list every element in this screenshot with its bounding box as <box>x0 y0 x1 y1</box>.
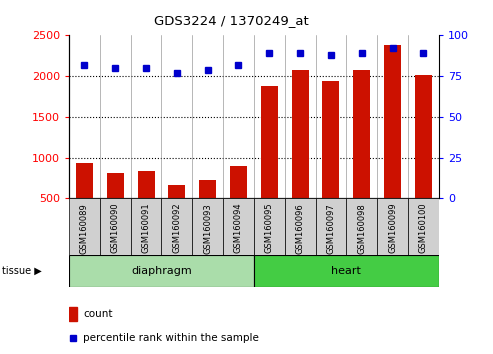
Bar <box>169 185 185 198</box>
Bar <box>408 198 439 255</box>
Text: count: count <box>83 309 112 319</box>
Bar <box>254 198 284 255</box>
Text: heart: heart <box>331 266 361 276</box>
Text: GSM160091: GSM160091 <box>141 203 150 253</box>
Bar <box>353 70 370 198</box>
Bar <box>107 173 124 198</box>
Text: GSM160093: GSM160093 <box>203 203 212 253</box>
Bar <box>261 86 278 198</box>
Text: GSM160100: GSM160100 <box>419 203 428 253</box>
Bar <box>254 255 439 287</box>
Text: GSM160099: GSM160099 <box>388 203 397 253</box>
Bar <box>384 45 401 198</box>
Text: GDS3224 / 1370249_at: GDS3224 / 1370249_at <box>154 14 309 27</box>
Text: GSM160097: GSM160097 <box>326 203 335 253</box>
Text: GSM160095: GSM160095 <box>265 203 274 253</box>
Bar <box>346 198 377 255</box>
Text: percentile rank within the sample: percentile rank within the sample <box>83 332 259 343</box>
Text: diaphragm: diaphragm <box>131 266 192 276</box>
Bar <box>100 198 131 255</box>
Bar <box>69 198 100 255</box>
Text: GSM160094: GSM160094 <box>234 203 243 253</box>
Bar <box>322 81 339 198</box>
Bar <box>76 163 93 198</box>
Bar <box>223 198 254 255</box>
Bar <box>230 166 247 198</box>
Text: GSM160096: GSM160096 <box>296 203 305 253</box>
Text: tissue ▶: tissue ▶ <box>2 266 42 276</box>
Text: GSM160089: GSM160089 <box>80 203 89 253</box>
Bar <box>316 198 346 255</box>
Bar <box>69 307 77 321</box>
Bar <box>162 198 192 255</box>
Text: GSM160098: GSM160098 <box>357 203 366 253</box>
Bar <box>415 75 432 198</box>
Bar <box>69 255 254 287</box>
Text: GSM160090: GSM160090 <box>111 203 120 253</box>
Bar <box>192 198 223 255</box>
Bar <box>292 70 309 198</box>
Bar <box>284 198 316 255</box>
Bar <box>131 198 162 255</box>
Bar <box>199 180 216 198</box>
Bar <box>377 198 408 255</box>
Text: GSM160092: GSM160092 <box>173 203 181 253</box>
Bar <box>138 171 154 198</box>
